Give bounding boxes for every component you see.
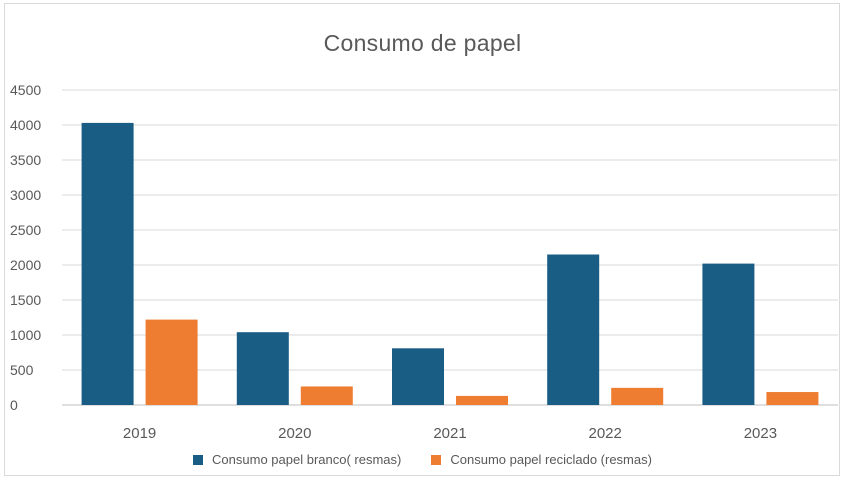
- legend-item: Consumo papel branco( resmas): [193, 452, 401, 467]
- y-tick-label: 2500: [10, 222, 41, 238]
- legend-label: Consumo papel reciclado (resmas): [450, 452, 652, 467]
- x-tick-label: 2019: [123, 425, 156, 442]
- bar-series1-2021: [456, 395, 508, 405]
- bar-series0-2021: [392, 348, 444, 405]
- bar-series1-2020: [300, 386, 353, 405]
- legend-swatch: [431, 454, 442, 465]
- y-tick-label: 2000: [10, 257, 41, 273]
- y-tick-label: 3500: [10, 152, 41, 168]
- x-tick-label: 2023: [744, 425, 777, 442]
- bar-series0-2023: [702, 263, 755, 405]
- legend: Consumo papel branco( resmas) Consumo pap…: [0, 452, 845, 467]
- y-tick-label: 3000: [10, 187, 41, 203]
- legend-label: Consumo papel branco( resmas): [212, 452, 402, 467]
- x-tick-label: 2022: [589, 425, 622, 442]
- bars: [81, 122, 819, 406]
- y-axis-ticks: 0 500 1000 1500 2000 2500 3000 3500 4000 4500: [10, 82, 41, 413]
- y-tick-label: 1000: [10, 327, 41, 343]
- bar-series1-2019: [145, 319, 198, 405]
- y-tick-label: 1500: [10, 292, 41, 308]
- x-axis-ticks: 2019 2020 2021 2022 2023: [123, 425, 777, 442]
- chart-title: Consumo de papel: [323, 30, 522, 56]
- bar-series0-2020: [236, 332, 289, 405]
- y-tick-label: 4500: [10, 82, 41, 98]
- legend-item: Consumo papel reciclado (resmas): [431, 452, 652, 467]
- x-tick-label: 2020: [278, 425, 311, 442]
- bar-series0-2022: [547, 254, 600, 405]
- bar-series0-2019: [81, 122, 134, 406]
- bar-series1-2023: [766, 392, 819, 405]
- legend-swatch: [193, 454, 204, 465]
- y-tick-label: 0: [10, 397, 18, 413]
- y-tick-label: 4000: [10, 117, 41, 133]
- y-tick-label: 500: [10, 362, 34, 378]
- x-tick-label: 2021: [433, 425, 466, 442]
- bar-series1-2022: [611, 387, 664, 405]
